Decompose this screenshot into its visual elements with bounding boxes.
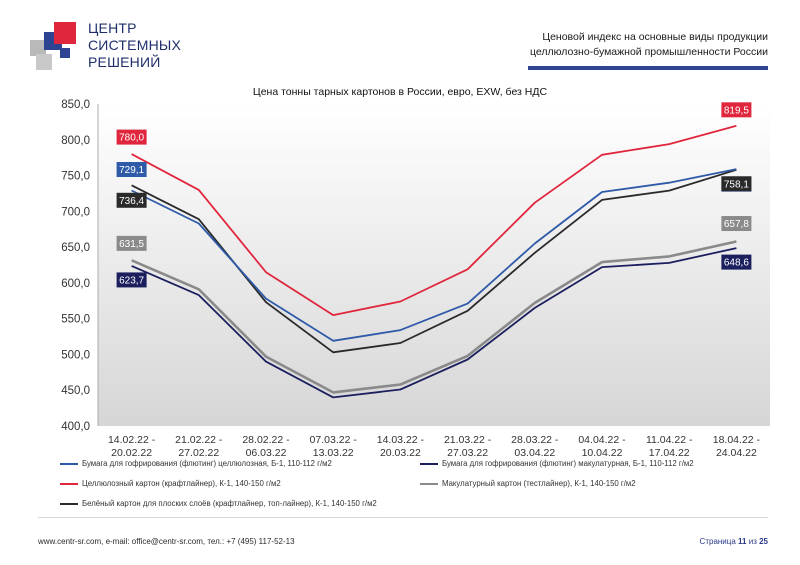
x-tick-label: 04.04.22 -10.04.22 [578,434,626,459]
logo-line-3: РЕШЕНИЙ [88,54,161,70]
legend-swatch [60,462,78,465]
footer-contacts: www.centr-sr.com, e-mail: office@centr-s… [38,537,295,546]
data-label-box [721,176,752,192]
y-tick-label: 750,0 [61,171,90,183]
x-tick-label: 14.03.22 -20.03.22 [377,434,425,459]
logo-mark-icon [30,22,76,70]
x-tick-label: 28.02.22 -06.03.22 [242,434,290,459]
y-tick-label: 400,0 [61,421,90,433]
data-label-box [721,216,752,232]
plot-area [98,104,770,426]
data-label-text: 758,1 [724,179,749,190]
data-label: 648,6 [721,254,752,270]
legend-label: Целлюлозный картон (крафтлайнер), К-1, 1… [82,479,281,488]
legend-item: Бумага для гофрирования (флютинг) макула… [420,459,694,468]
x-tick-label: 28.03.22 -03.04.22 [511,434,559,459]
chart-title: Цена тонны тарных картонов в России, евр… [252,86,548,98]
page-of: из [746,537,760,546]
x-tick-label: 21.03.22 -27.03.22 [444,434,492,459]
logo-line-1: ЦЕНТР [88,20,137,36]
y-tick-label: 800,0 [61,135,90,147]
data-label-text: 623,7 [119,276,144,287]
legend-swatch [60,482,78,485]
y-tick-label: 450,0 [61,385,90,397]
data-label-text: 648,6 [724,258,749,269]
series-line [131,247,737,399]
page-current: 11 [738,537,747,546]
page-indicator: Страница 11 из 25 [700,537,768,546]
y-tick-label: 600,0 [61,278,90,290]
data-label-text: 631,5 [119,239,144,250]
logo-line-2: СИСТЕМНЫХ [88,37,182,53]
data-label-text: 780,0 [119,133,144,144]
data-label: 623,7 [116,272,147,288]
legend-label: Белёный картон для плоских слоёв (крафтл… [82,499,377,508]
data-labels: 729,1759,0623,7648,6780,0819,5631,5657,8… [116,102,752,288]
data-label: 631,5 [116,235,147,251]
legend-item: Бумага для гофрирования (флютинг) целлюл… [60,459,332,468]
legend-item: Белёный картон для плоских слоёв (крафтл… [60,499,377,508]
series-line [131,124,737,317]
x-tick-label: 14.02.22 -20.02.22 [108,434,156,459]
y-tick-label: 700,0 [61,206,90,218]
x-tick-label: 11.04.22 -17.04.22 [646,434,693,459]
data-label-text: 819,5 [724,105,749,116]
legend-item: Макулатурный картон (тестлайнер), К-1, 1… [420,479,636,488]
y-tick-label: 650,0 [61,242,90,254]
data-label: 780,0 [116,129,147,145]
data-label: 736,4 [116,192,147,208]
legend-swatch [420,482,438,485]
data-label-box [721,254,752,270]
series-line [131,240,737,394]
footer-divider [38,517,768,518]
legend-label: Бумага для гофрирования (флютинг) макула… [442,459,694,468]
series-line [131,168,737,342]
data-label-box [116,272,147,288]
header-divider [528,66,768,70]
data-label-box [116,162,147,178]
y-tick-label: 500,0 [61,349,90,361]
legend-label: Бумага для гофрирования (флютинг) целлюл… [82,459,332,468]
company-logo: ЦЕНТР СИСТЕМНЫХ РЕШЕНИЙ [30,18,190,78]
data-label-text: 657,8 [724,219,749,230]
series-lines [131,124,737,399]
legend-item: Целлюлозный картон (крафтлайнер), К-1, 1… [60,479,281,488]
data-label: 758,1 [721,176,752,192]
report-title-line-1: Ценовой индекс на основные виды продукци… [542,31,768,43]
y-tick-label: 850,0 [61,99,90,111]
data-label-box [116,192,147,208]
y-tick-label: 550,0 [61,314,90,326]
x-tick-label: 21.02.22 -27.02.22 [175,434,223,459]
data-label-box [116,235,147,251]
report-title: Ценовой индекс на основные виды продукци… [530,30,768,60]
x-axis-ticks: 14.02.22 -20.02.22 21.02.22 -27.02.22 28.0… [108,434,761,459]
data-label: 729,1 [116,162,147,178]
data-label: 819,5 [721,102,752,118]
x-tick-label: 18.04.22 -24.04.22 [713,434,761,459]
legend-label: Макулатурный картон (тестлайнер), К-1, 1… [442,479,636,488]
data-label-box [721,102,752,118]
data-label: 657,8 [721,216,752,232]
report-title-line-2: целлюлозно-бумажной промышленности Росси… [529,46,768,58]
logo-wordmark: ЦЕНТР СИСТЕМНЫХ РЕШЕНИЙ [88,20,181,71]
page-total: 25 [759,537,768,546]
data-label-text: 729,1 [119,165,144,176]
data-label-box [116,129,147,145]
legend-swatch [420,462,438,465]
x-tick-label: 07.03.22 -13.03.22 [310,434,358,459]
legend-swatch [60,502,78,505]
page-prefix: Страница [699,537,739,546]
y-axis-ticks: 850,0 800,0 750,0 700,0 650,0 600,0 550,0 500,0… [61,99,90,433]
data-label-text: 736,4 [119,196,144,207]
